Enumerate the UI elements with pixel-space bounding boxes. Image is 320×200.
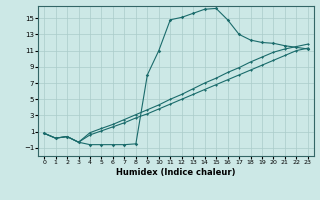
X-axis label: Humidex (Indice chaleur): Humidex (Indice chaleur): [116, 168, 236, 177]
